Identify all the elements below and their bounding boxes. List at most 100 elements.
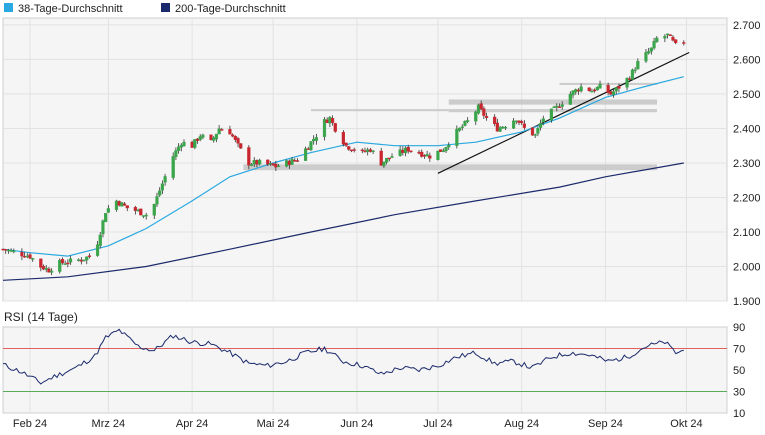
candle-body-up bbox=[193, 139, 197, 148]
candle-body-up bbox=[44, 267, 48, 270]
candle-body-down bbox=[587, 87, 591, 92]
candle-body-down bbox=[233, 136, 237, 140]
candle-body-down bbox=[41, 266, 46, 270]
price-tick-label: 1.900 bbox=[733, 296, 761, 308]
candle-body-down bbox=[79, 259, 83, 262]
rsi-tick-label: 30 bbox=[733, 387, 745, 399]
candle-body-up bbox=[214, 133, 219, 140]
candle-body-down bbox=[231, 134, 235, 137]
candle-body-up bbox=[636, 60, 640, 70]
legend-label-sma38: 38-Tage-Durchschnitt bbox=[18, 3, 123, 15]
candle-body-up bbox=[174, 150, 178, 157]
candle-body-up bbox=[625, 77, 629, 88]
candle-body-down bbox=[209, 134, 213, 140]
x-tick-label: Okt 24 bbox=[670, 418, 702, 430]
candle-body-up bbox=[82, 259, 86, 262]
candle-body-up bbox=[463, 121, 467, 126]
candle-body-up bbox=[198, 136, 202, 140]
candle-body-down bbox=[349, 149, 354, 152]
candle-body-up bbox=[31, 258, 35, 260]
candle-body-up bbox=[322, 119, 327, 137]
candle-body-down bbox=[306, 148, 310, 150]
candle-body-down bbox=[493, 116, 497, 124]
candle-body-down bbox=[422, 155, 427, 157]
candle-body-down bbox=[133, 207, 137, 211]
candle-body-up bbox=[9, 250, 13, 252]
rsi-tick-label: 90 bbox=[733, 322, 745, 334]
candle-body-down bbox=[23, 256, 27, 258]
candle-body-down bbox=[220, 129, 224, 131]
price-tick-label: 2.100 bbox=[733, 227, 761, 239]
candle-body-up bbox=[212, 137, 216, 141]
price-panel: 1.900 2.000 2.100 2.200 2.300 2.400 2.500 2.600… bbox=[1, 17, 761, 308]
candle-body-up bbox=[249, 164, 254, 166]
candle-body-down bbox=[682, 42, 686, 44]
candle-body-down bbox=[325, 119, 329, 123]
sma200-line bbox=[2, 162, 684, 281]
candle-body-down bbox=[593, 89, 597, 92]
x-tick-label: Sep 24 bbox=[588, 418, 623, 430]
candle-body-up bbox=[652, 41, 656, 49]
candle-body-down bbox=[330, 118, 335, 123]
candle-body-down bbox=[520, 121, 524, 124]
candle-body-down bbox=[39, 258, 43, 268]
legend-swatch-sma38 bbox=[4, 3, 13, 12]
candle-body-up bbox=[114, 200, 119, 210]
legend-label-sma200: 200-Tage-Durchschnitt bbox=[175, 3, 286, 15]
candle-body-up bbox=[457, 127, 462, 131]
candle-body-down bbox=[293, 160, 297, 162]
candle-body-up bbox=[571, 90, 575, 96]
candle-body-up bbox=[171, 156, 175, 178]
candle-body-up bbox=[276, 165, 281, 168]
price-tick-label: 2.700 bbox=[733, 20, 761, 32]
candle-body-down bbox=[387, 157, 391, 160]
candle-body-up bbox=[398, 149, 402, 156]
candle-body-up bbox=[309, 141, 313, 151]
candle-body-up bbox=[95, 244, 100, 256]
candle-body-up bbox=[644, 52, 648, 62]
candle-body-down bbox=[628, 78, 632, 80]
candle-body-down bbox=[333, 123, 337, 132]
candle-body-down bbox=[668, 34, 672, 36]
price-tick-label: 2.500 bbox=[733, 89, 761, 101]
sma38-line bbox=[2, 76, 684, 257]
candle-body-up bbox=[176, 146, 181, 151]
candle-body-up bbox=[447, 144, 451, 148]
candle-body-down bbox=[347, 146, 351, 150]
rsi-line bbox=[2, 328, 684, 385]
candle-body-down bbox=[266, 159, 270, 165]
candle-body-down bbox=[1, 248, 5, 251]
candle-body-down bbox=[530, 127, 535, 136]
candle-body-down bbox=[190, 141, 194, 148]
candle-body-up bbox=[574, 89, 578, 93]
x-tick-label: Mrz 24 bbox=[92, 418, 126, 430]
candle-body-down bbox=[420, 151, 424, 157]
candle-body-down bbox=[428, 155, 432, 159]
candle-body-down bbox=[417, 151, 421, 154]
candle-body-down bbox=[122, 203, 127, 206]
candle-body-down bbox=[341, 131, 345, 145]
candle-body-up bbox=[503, 126, 508, 129]
candle-body-up bbox=[141, 215, 146, 217]
candle-body-down bbox=[87, 255, 92, 257]
candle-body-up bbox=[158, 190, 162, 196]
candle-body-up bbox=[371, 150, 375, 153]
candle-body-down bbox=[495, 122, 499, 132]
candle-body-down bbox=[671, 36, 675, 41]
candle-body-down bbox=[674, 39, 678, 44]
candle-body-up bbox=[160, 183, 164, 191]
candle-body-up bbox=[655, 37, 659, 43]
candle-body-up bbox=[590, 90, 594, 93]
candle-body-up bbox=[633, 69, 637, 71]
support-band bbox=[310, 109, 449, 112]
candle-body-down bbox=[439, 149, 443, 153]
candle-body-up bbox=[201, 134, 205, 138]
candle-body-down bbox=[60, 259, 65, 264]
candle-body-up bbox=[595, 86, 599, 91]
candle-body-up bbox=[312, 139, 316, 142]
candle-body-down bbox=[228, 129, 232, 135]
x-tick-label: Jun 24 bbox=[340, 418, 373, 430]
price-tick-label: 2.400 bbox=[733, 123, 761, 135]
candle-body-up bbox=[182, 141, 186, 147]
candle-body-down bbox=[20, 251, 24, 257]
